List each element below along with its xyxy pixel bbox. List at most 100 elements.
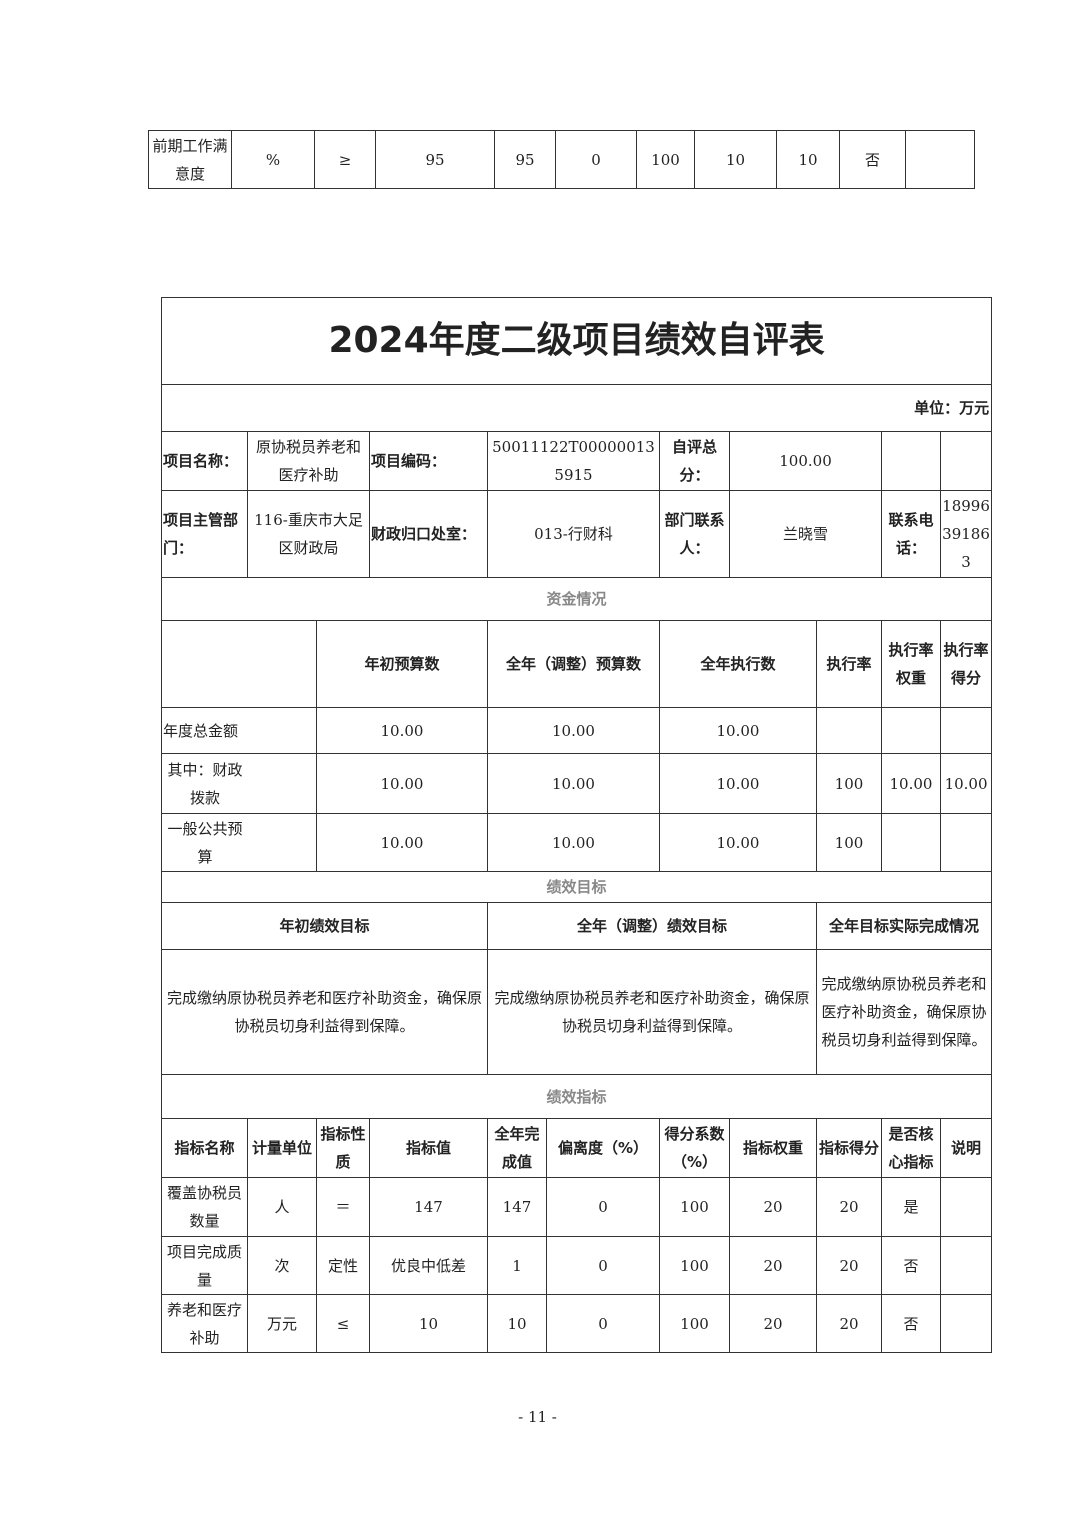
table-row: 养老和医疗补助 万元 ≤10 10 0 100 20 20 否 <box>161 1294 993 1353</box>
cell: 100 <box>816 753 882 814</box>
cell <box>816 707 882 754</box>
header-cell: 指标名称 <box>161 1118 248 1178</box>
cell: 10.00 <box>316 753 488 814</box>
cell: 10.00 <box>487 813 660 872</box>
cell: 10 <box>487 1294 547 1353</box>
cell: 养老和医疗补助 <box>161 1294 248 1353</box>
cell: 前期工作满意度 <box>148 130 232 189</box>
total-score: 100.00 <box>729 431 882 491</box>
cell: 优良中低差 <box>369 1236 488 1295</box>
cell: 20 <box>729 1177 817 1237</box>
cell: 10 <box>776 130 840 189</box>
cell: 定性 <box>316 1236 370 1295</box>
header-cell: 说明 <box>939 1118 993 1178</box>
cell <box>939 1236 993 1295</box>
cell: 10.00 <box>659 707 817 754</box>
cell: 100 <box>816 813 882 872</box>
cell: 否 <box>881 1294 941 1353</box>
cell: 147 <box>487 1177 547 1237</box>
cell: 0 <box>546 1294 660 1353</box>
cell: 10 <box>694 130 777 189</box>
label: 项目名称： <box>161 431 248 491</box>
cell: 100 <box>659 1236 730 1295</box>
cell: 10.00 <box>316 813 488 872</box>
finance-office: 013-行财科 <box>487 490 660 578</box>
cell: 20 <box>816 1236 882 1295</box>
label: 部门联系人： <box>659 490 730 578</box>
header-cell: 指标值 <box>369 1118 488 1178</box>
cell-text: 其中：财政拨款 <box>167 760 243 807</box>
header-cell: 得分系数（%） <box>659 1118 730 1178</box>
cell: 147 <box>369 1177 488 1237</box>
initial-goal: 完成缴纳原协税员养老和医疗补助资金，确保原协税员切身利益得到保障。 <box>161 949 488 1075</box>
cell: 10.00 <box>487 753 660 814</box>
cell: % <box>231 130 315 189</box>
cell: 一般公共预算 <box>161 813 317 872</box>
label: 项目编码： <box>369 431 488 491</box>
header-cell: 执行率 <box>816 620 882 708</box>
cell <box>939 707 993 754</box>
table-row: 其中：财政拨款 10.00 10.00 10.00 100 10.00 10.0… <box>161 753 993 814</box>
header-cell: 年初预算数 <box>316 620 488 708</box>
cell <box>905 130 975 189</box>
self-evaluation-table: 2024年度二级项目绩效自评表 单位：万元 项目名称： 原协税员养老和医疗补助 … <box>160 297 993 1353</box>
cell <box>939 813 993 872</box>
actual-completion: 完成缴纳原协税员养老和医疗补助资金，确保原协税员切身利益得到保障。 <box>815 949 993 1075</box>
cell: 年度总金额 <box>161 707 317 754</box>
table-row: 前期工作满意度 % ≥ 95 95 0 100 10 10 否 <box>148 130 975 189</box>
label: 联系电话： <box>881 490 941 578</box>
cell <box>939 1294 993 1353</box>
table-row: 覆盖协税员数量人＝ 147 147 0 100 20 20 是 <box>161 1177 993 1237</box>
cell: 项目完成质量 <box>161 1236 248 1295</box>
header-cell: 是否核心指标 <box>881 1118 941 1178</box>
adjusted-goal: 完成缴纳原协税员养老和医疗补助资金，确保原协税员切身利益得到保障。 <box>487 949 817 1075</box>
cell: 是 <box>881 1177 941 1237</box>
table-row: 项目名称： 原协税员养老和医疗补助 项目编码： 50011122T0000001… <box>161 431 993 491</box>
cell: 1 <box>487 1236 547 1295</box>
previous-indicator-table: 前期工作满意度 % ≥ 95 95 0 100 10 10 否 <box>148 130 975 189</box>
unit-label: 单位：万元 <box>160 384 993 432</box>
cell: 100 <box>659 1294 730 1353</box>
cell: 0 <box>546 1177 660 1237</box>
table-row: 完成缴纳原协税员养老和医疗补助资金，确保原协税员切身利益得到保障。 完成缴纳原协… <box>161 949 993 1075</box>
project-code: 50011122T000000135915 <box>487 431 660 491</box>
header-cell: 全年（调整）绩效目标 <box>487 902 817 950</box>
cell: 10.00 <box>659 813 817 872</box>
cell: ≥ <box>314 130 376 189</box>
cell: 10.00 <box>881 753 941 814</box>
header-cell: 全年完成值 <box>487 1118 547 1178</box>
header-cell: 执行率权重 <box>881 620 941 708</box>
table-row: 年初绩效目标 全年（调整）绩效目标 全年目标实际完成情况 <box>161 902 993 950</box>
header-cell: 指标权重 <box>729 1118 817 1178</box>
cell: ＝ <box>316 1177 370 1237</box>
header-cell <box>161 620 317 708</box>
table-row: 项目主管部门： 116-重庆市大足区财政局 财政归口处室： 013-行财科 部门… <box>161 490 993 578</box>
project-name: 原协税员养老和医疗补助 <box>247 431 370 491</box>
label: 项目主管部门： <box>161 490 248 578</box>
section-header: 绩效指标 <box>160 1074 993 1119</box>
cell: 95 <box>375 130 495 189</box>
header-cell: 全年执行数 <box>659 620 817 708</box>
cell: 20 <box>816 1294 882 1353</box>
cell: 人 <box>247 1177 317 1237</box>
section-header: 绩效目标 <box>160 871 993 903</box>
cell: 10.00 <box>659 753 817 814</box>
cell: 10 <box>369 1294 488 1353</box>
cell: 20 <box>729 1294 817 1353</box>
cell: ≤ <box>316 1294 370 1353</box>
cell: 20 <box>729 1236 817 1295</box>
cell <box>939 1177 993 1237</box>
contact-person: 兰晓雪 <box>729 490 882 578</box>
cell: 20 <box>816 1177 882 1237</box>
cell: 10.00 <box>939 753 993 814</box>
section-header: 资金情况 <box>160 577 993 621</box>
header-cell: 指标得分 <box>816 1118 882 1178</box>
cell: 否 <box>881 1236 941 1295</box>
cell: 0 <box>546 1236 660 1295</box>
header-cell: 执行率得分 <box>939 620 993 708</box>
cell-text: 一般公共预算 <box>167 819 243 866</box>
cell: 10.00 <box>316 707 488 754</box>
header-cell: 全年目标实际完成情况 <box>815 902 993 950</box>
cell: 万元 <box>247 1294 317 1353</box>
